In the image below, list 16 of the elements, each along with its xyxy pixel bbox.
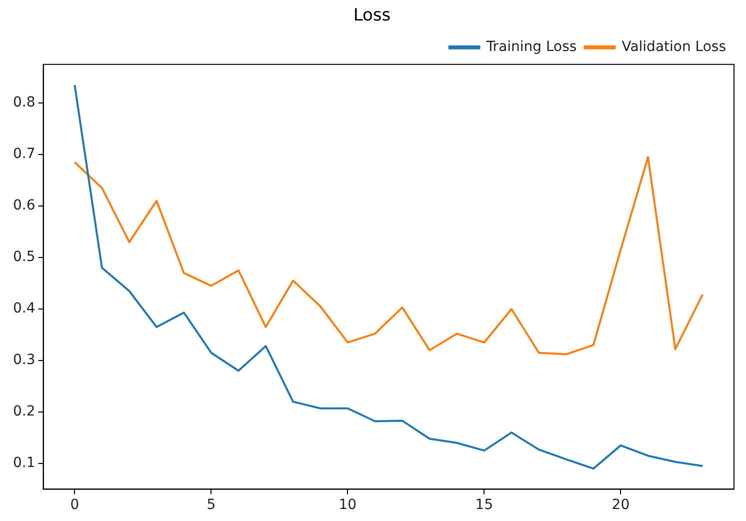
y-tick-label: 0.1 xyxy=(13,455,36,472)
x-tick-label: 5 xyxy=(206,497,216,514)
y-tick-label: 0.5 xyxy=(13,249,36,266)
y-tick-label: 0.2 xyxy=(13,404,36,420)
y-tick-label: 0.4 xyxy=(13,300,36,317)
x-tick-label: 0 xyxy=(70,497,80,514)
legend-label: Validation Loss xyxy=(622,39,726,56)
x-tick-label: 10 xyxy=(338,497,357,514)
y-tick-label: 0.6 xyxy=(13,198,36,214)
x-tick-label: 15 xyxy=(475,497,494,514)
y-tick-label: 0.3 xyxy=(13,352,36,368)
y-tick-label: 0.8 xyxy=(13,94,36,111)
x-tick-label: 20 xyxy=(612,497,630,514)
chart-title: Loss xyxy=(353,6,391,26)
y-tick-label: 0.7 xyxy=(13,146,36,162)
legend-label: Training Loss xyxy=(485,39,577,56)
